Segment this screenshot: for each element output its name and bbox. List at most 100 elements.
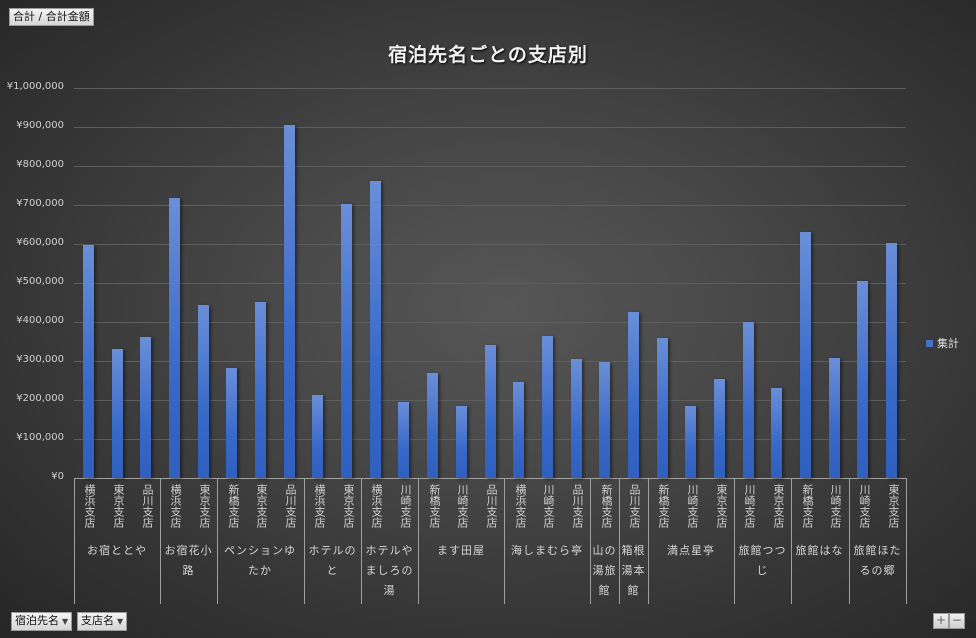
bar[interactable] [743, 322, 754, 478]
y-axis-tick-label: ¥700,000 [16, 198, 64, 209]
branch-label: 東京支店 [887, 484, 900, 528]
category-divider [791, 478, 792, 604]
gridline [74, 88, 906, 89]
expand-field-button[interactable]: + [933, 613, 949, 629]
y-axis-tick-label: ¥300,000 [16, 354, 64, 365]
group-label: 山の湯旅館 [592, 544, 617, 597]
bar[interactable] [485, 345, 496, 478]
y-axis-tick-label: ¥400,000 [16, 315, 64, 326]
bar[interactable] [83, 245, 94, 478]
category-divider [361, 478, 362, 604]
branch-label: 新橋支店 [657, 484, 670, 528]
y-axis-tick-label: ¥900,000 [16, 120, 64, 131]
branch-label: 川崎支店 [858, 484, 871, 528]
branch-label: 川崎支店 [686, 484, 699, 528]
branch-label: 品川支店 [571, 484, 584, 528]
branch-label: 横浜支店 [514, 484, 527, 528]
bar[interactable] [829, 358, 840, 478]
bar[interactable] [312, 395, 323, 478]
bar[interactable] [255, 302, 266, 478]
gridline [74, 205, 906, 206]
branch-label: 品川支店 [485, 484, 498, 528]
bar[interactable] [284, 125, 295, 478]
bar[interactable] [169, 198, 180, 478]
group-label: お宿花小路 [164, 544, 213, 577]
chart-title: 宿泊先名ごとの支店別 [388, 44, 588, 66]
bar[interactable] [685, 406, 696, 478]
group-label: 旅館つつじ [738, 544, 787, 577]
branch-label: 川崎支店 [542, 484, 555, 528]
gridline [74, 127, 906, 128]
branch-label: 東京支店 [772, 484, 785, 528]
bar[interactable] [513, 382, 524, 478]
bar[interactable] [370, 181, 381, 478]
field-button-lodging-name[interactable]: 宿泊先名 ▼ [11, 612, 73, 631]
group-label: ホテルやましろの湯 [365, 544, 414, 597]
branch-label: 品川支店 [628, 484, 641, 528]
dropdown-arrow-icon: ▼ [62, 617, 69, 626]
field-button-label: 支店名 [81, 614, 114, 627]
category-divider [160, 478, 161, 604]
bar[interactable] [198, 305, 209, 478]
group-label: お宿ととや [87, 544, 147, 557]
bar[interactable] [628, 312, 639, 478]
branch-label: 新橋支店 [227, 484, 240, 528]
y-axis-tick-label: ¥200,000 [16, 393, 64, 404]
group-label: ホテルのと [308, 544, 357, 577]
category-divider [906, 478, 907, 604]
group-label: 箱根湯本館 [621, 544, 646, 597]
bar[interactable] [112, 349, 123, 478]
bar[interactable] [427, 373, 438, 478]
bar[interactable] [771, 388, 782, 478]
bar[interactable] [542, 336, 553, 478]
bar[interactable] [571, 359, 582, 478]
legend: 集計 [926, 335, 959, 351]
category-divider [590, 478, 591, 604]
field-button-branch-name[interactable]: 支店名 ▼ [77, 612, 128, 631]
category-divider [734, 478, 735, 604]
branch-label: 新橋支店 [600, 484, 613, 528]
bar[interactable] [226, 368, 237, 478]
y-axis-tick-label: ¥1,000,000 [6, 81, 64, 92]
bar[interactable] [800, 232, 811, 478]
category-divider [418, 478, 419, 604]
bar[interactable] [140, 337, 151, 478]
branch-label: 東京支店 [255, 484, 268, 528]
bar[interactable] [714, 379, 725, 478]
group-label: 旅館はな [795, 544, 844, 557]
bar[interactable] [599, 362, 610, 478]
bar[interactable] [456, 406, 467, 478]
branch-label: 川崎支店 [456, 484, 469, 528]
category-divider [304, 478, 305, 604]
group-label: 満点星亭 [667, 544, 715, 557]
x-axis-line [74, 478, 906, 479]
group-label: ます田屋 [437, 544, 485, 557]
y-axis-tick-label: ¥800,000 [16, 159, 64, 170]
category-divider [849, 478, 850, 604]
category-divider [619, 478, 620, 604]
bar[interactable] [886, 243, 897, 478]
bar[interactable] [857, 281, 868, 478]
branch-label: 川崎支店 [743, 484, 756, 528]
legend-swatch [926, 339, 933, 347]
group-label: ペンションゆたか [224, 544, 296, 577]
gridline [74, 166, 906, 167]
branch-label: 新橋支店 [801, 484, 814, 528]
y-axis-tick-label: ¥0 [51, 471, 64, 482]
value-field-button[interactable]: 合計 / 合計金額 [9, 8, 94, 26]
branch-label: 川崎支店 [829, 484, 842, 528]
branch-label: 東京支店 [715, 484, 728, 528]
branch-label: 東京支店 [198, 484, 211, 528]
category-divider [217, 478, 218, 604]
gridline [74, 322, 906, 323]
branch-label: 東京支店 [342, 484, 355, 528]
collapse-field-button[interactable]: − [949, 613, 965, 629]
legend-label: 集計 [937, 337, 959, 350]
bar[interactable] [398, 402, 409, 478]
bar[interactable] [341, 204, 352, 478]
branch-label: 川崎支店 [399, 484, 412, 528]
branch-label: 新橋支店 [428, 484, 441, 528]
bar[interactable] [657, 338, 668, 478]
dropdown-arrow-icon: ▼ [117, 617, 124, 626]
branch-label: 品川支店 [284, 484, 297, 528]
